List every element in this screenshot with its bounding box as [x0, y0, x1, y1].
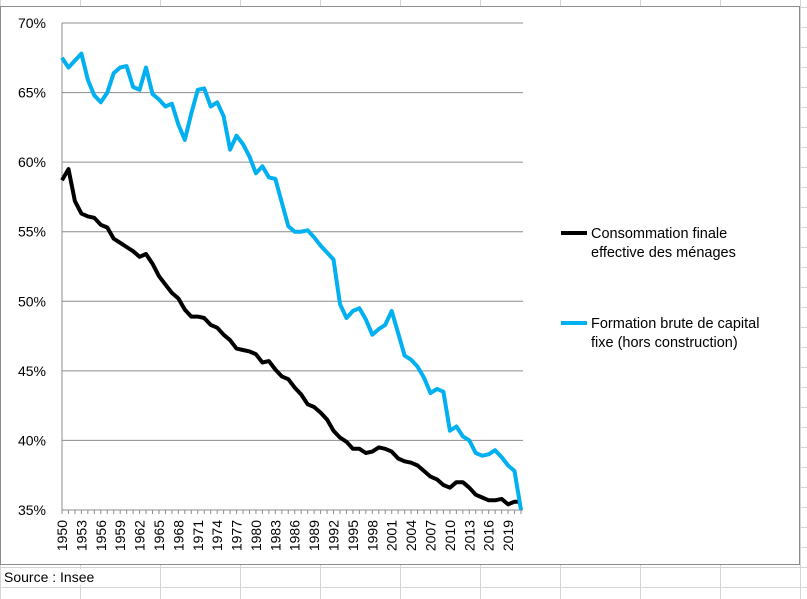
- y-tick-label: 40%: [18, 432, 46, 448]
- x-tick-label: 1965: [151, 520, 167, 551]
- x-tick-label: 1986: [287, 520, 303, 551]
- y-tick-label: 50%: [18, 293, 46, 309]
- x-tick-label: 2010: [442, 520, 458, 551]
- x-tick-label: 1980: [248, 520, 264, 551]
- y-tick-label: 55%: [18, 224, 46, 240]
- x-tick-label: 2004: [403, 520, 419, 551]
- x-tick-label: 1977: [229, 520, 245, 551]
- x-tick-label: 2019: [500, 520, 516, 551]
- x-tick-label: 1959: [112, 520, 128, 551]
- x-tick-label: 1962: [132, 520, 148, 551]
- x-tick-label: 2007: [422, 520, 438, 551]
- legend-label: fixe (hors construction): [591, 335, 738, 351]
- x-tick-label: 1983: [267, 520, 283, 551]
- x-tick-label: 1974: [209, 520, 225, 551]
- y-tick-label: 45%: [18, 363, 46, 379]
- x-tick-label: 2013: [461, 520, 477, 551]
- legend-label: Consommation finale: [591, 226, 727, 242]
- series-line-consommation: [60, 167, 521, 507]
- chart-area[interactable]: 35% 40% 45% 50% 55% 60% 65% 70% 1950 1953 1956 1959…: [0, 6, 800, 565]
- series-line-fbcf: [60, 51, 523, 511]
- y-tick-label: 70%: [18, 15, 46, 31]
- y-tick-label: 35%: [18, 502, 46, 518]
- legend-label: Formation brute de capital: [591, 316, 759, 332]
- source-note: Source : Insee: [4, 569, 97, 585]
- x-tick-label: 1971: [190, 520, 206, 551]
- x-tick-label: 2001: [384, 520, 400, 551]
- x-tick-label: 1953: [73, 520, 89, 551]
- x-tick-label: 1992: [326, 520, 342, 551]
- legend-label: effective des ménages: [591, 245, 736, 261]
- x-tick-label: 1968: [170, 520, 186, 551]
- y-tick-label: 65%: [18, 85, 46, 101]
- line-chart: 35% 40% 45% 50% 55% 60% 65% 70% 1950 1953 1956 1959…: [18, 15, 759, 551]
- x-tick-label: 1995: [345, 520, 361, 551]
- x-tick-label: 1998: [364, 520, 380, 551]
- x-tick-label: 2016: [481, 520, 497, 551]
- x-tick-label: 1950: [54, 520, 70, 551]
- y-tick-label: 60%: [18, 154, 46, 170]
- x-tick-label: 1989: [306, 520, 322, 551]
- x-tick-label: 1956: [93, 520, 109, 551]
